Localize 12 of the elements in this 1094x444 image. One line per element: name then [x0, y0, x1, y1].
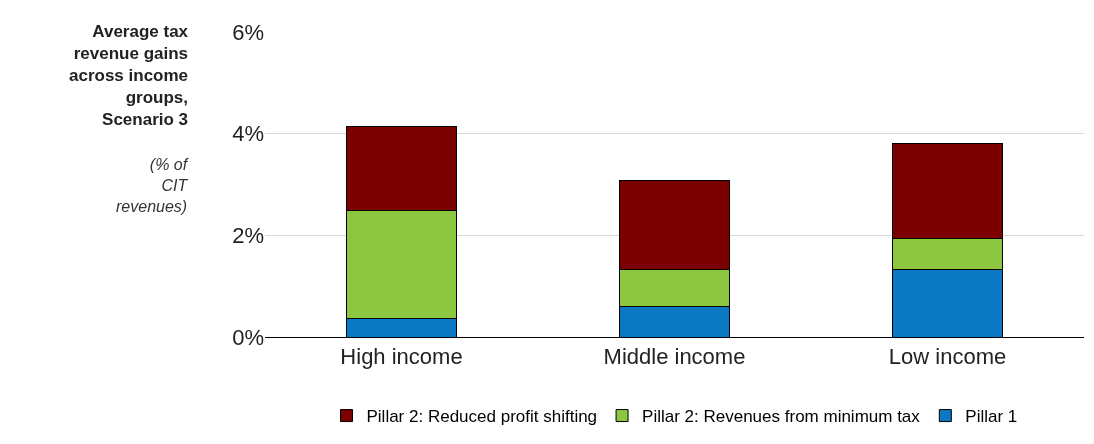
legend-label: Pillar 2: Revenues from minimum tax — [642, 407, 921, 427]
y-tick-label: 4% — [232, 121, 264, 147]
text: Average tax revenue gains across income groups, Scenario 3 — [69, 22, 189, 130]
legend-label: Pillar 2: Reduced profit shifting — [366, 407, 598, 427]
y-tick-label: 6% — [232, 19, 264, 45]
y-tick-label: 0% — [232, 324, 264, 350]
legend-label: Pillar 1 — [965, 407, 1018, 427]
x-tick-label: Middle income — [603, 344, 746, 370]
text: (% of CIT revenues) — [116, 156, 189, 215]
x-tick-label: High income — [340, 344, 463, 370]
x-tick-label: Low income — [888, 344, 1007, 370]
y-tick-label: 2% — [232, 223, 264, 249]
